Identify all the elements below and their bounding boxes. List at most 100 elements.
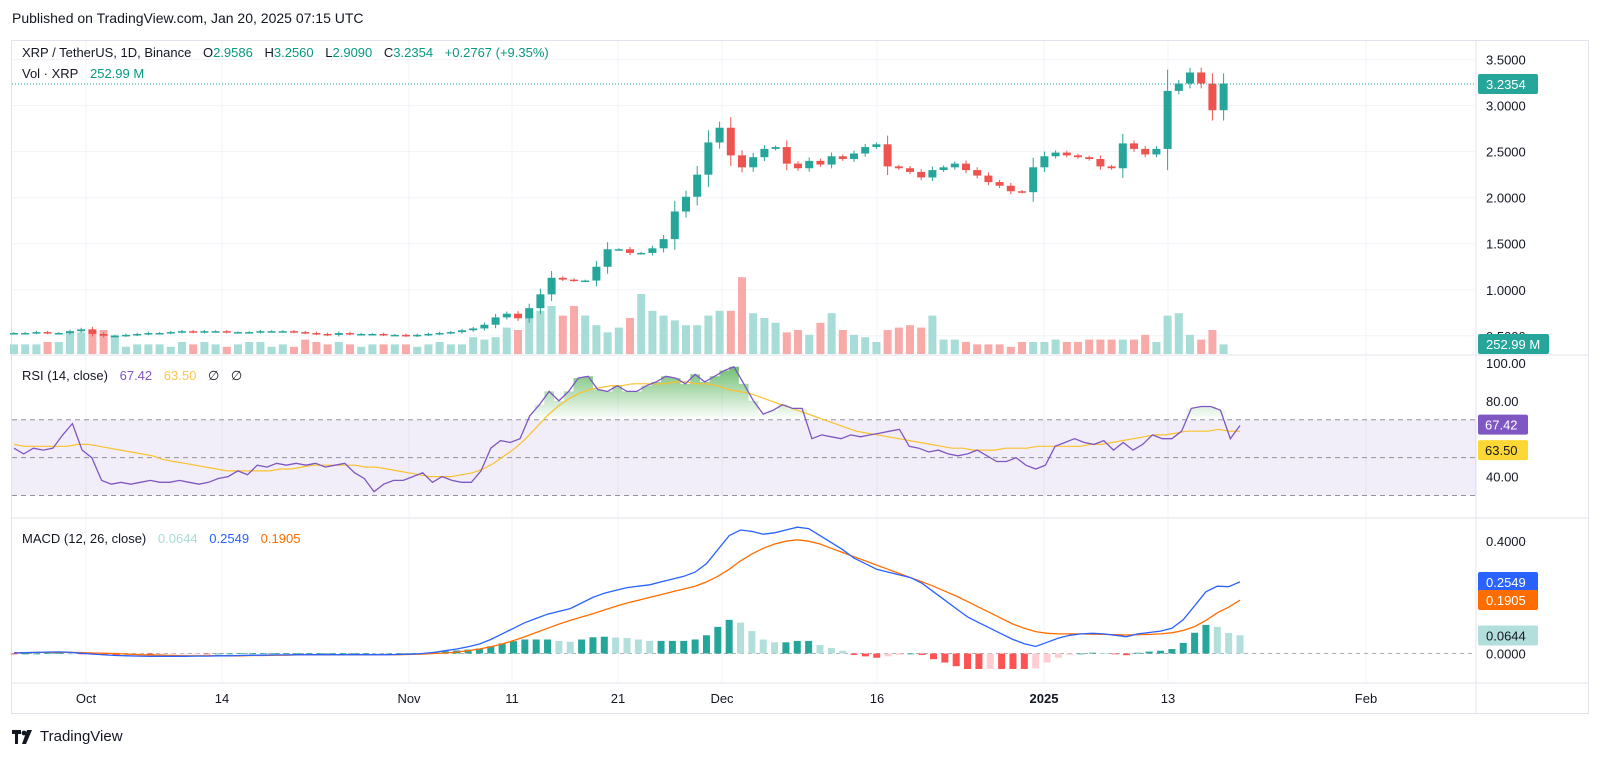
macd-histogram-bar (1134, 652, 1142, 654)
volume-bar (1186, 334, 1194, 354)
candle-body (178, 331, 186, 333)
volume-bar (290, 346, 298, 354)
candle-body (1130, 143, 1138, 149)
macd-histogram-bar (691, 639, 699, 654)
volume-bar (1096, 339, 1105, 354)
candle-body (771, 147, 780, 149)
macd-histogram-bar (112, 653, 120, 656)
candle-body (1219, 83, 1228, 111)
macd-legend: MACD (12, 26, close) 0.0644 0.2549 0.190… (22, 531, 303, 546)
macd-histogram-bar (294, 653, 302, 655)
volume-bar (1051, 339, 1060, 354)
candle-body (166, 332, 175, 334)
tradingview-logo[interactable]: TradingView (12, 728, 123, 745)
candle-body (1074, 155, 1082, 158)
price-pane[interactable] (10, 67, 1476, 354)
volume-bar (1018, 342, 1026, 354)
high-label: H (264, 45, 274, 60)
macd-histogram-bar (396, 653, 404, 655)
brand-name: TradingView (40, 728, 123, 745)
macd-histogram-bar (1043, 653, 1051, 663)
chart-frame[interactable] (11, 40, 1589, 714)
volume-bar (122, 346, 130, 354)
candle-body (43, 332, 52, 334)
macd-histogram-bar (21, 653, 29, 655)
candle-body (413, 334, 422, 337)
macd-histogram-bar (1225, 633, 1233, 654)
volume-bar (1118, 339, 1127, 354)
volume-value: 252.99 M (89, 66, 145, 81)
volume-bar (502, 327, 511, 354)
candle-body (726, 127, 735, 156)
volume-bar (984, 344, 993, 354)
volume-bar (1062, 342, 1071, 354)
macd-pane[interactable] (10, 526, 1477, 669)
macd-histogram-bar (532, 639, 540, 654)
volume-bar (155, 344, 164, 354)
candle-body (917, 171, 926, 178)
macd-histogram-bar (566, 641, 574, 654)
macd-histogram-bar (33, 653, 41, 655)
candle-body (1118, 143, 1127, 169)
macd-tick-label: 0.4000 (1486, 534, 1526, 549)
volume-bar (950, 339, 959, 354)
x-tick-label: 16 (870, 691, 884, 706)
volume-bar (10, 344, 18, 354)
macd-histogram-bar (328, 653, 336, 655)
candle-body (547, 277, 556, 295)
candle-body (816, 160, 825, 165)
volume-bar (603, 332, 612, 354)
volume-bar (536, 310, 545, 354)
macd-histogram-bar (1202, 624, 1210, 654)
volume-bar (278, 344, 287, 354)
volume-bar (390, 344, 399, 354)
macd-histogram-bar (827, 647, 835, 654)
volume-bar (166, 346, 175, 354)
candle-body (570, 279, 578, 282)
candle-body (738, 155, 746, 168)
candle-body (1141, 148, 1150, 155)
volume-bar (682, 325, 690, 354)
low-value: 2.9090 (332, 45, 373, 60)
candle-body (245, 332, 254, 334)
macd-histogram-bar (180, 653, 188, 655)
macd-histogram-bar (1168, 649, 1176, 654)
macd-histogram-bar (668, 640, 676, 654)
rsi-pane[interactable] (12, 365, 1476, 497)
volume-bar (704, 315, 713, 354)
candle-body (626, 249, 634, 253)
volume-bar (917, 327, 926, 354)
macd-histogram-bar (44, 653, 52, 655)
volume-bar (66, 332, 74, 354)
macd-histogram-bar (158, 653, 166, 655)
macd-histogram-bar (782, 642, 790, 654)
candle-body (514, 313, 522, 319)
candle-body (1051, 152, 1060, 157)
volume-bar (995, 344, 1004, 354)
volume-bar (614, 327, 623, 354)
volume-bar (827, 313, 836, 354)
volume-bar (1163, 315, 1172, 354)
volume-bar (200, 342, 209, 354)
volume-bar (256, 342, 265, 354)
macd-histogram-bar (986, 653, 994, 669)
candle-body (390, 334, 399, 337)
macd-histogram-bar (680, 640, 688, 654)
rsi-tick-label: 100.00 (1486, 356, 1526, 371)
macd-histogram-bar (634, 639, 642, 654)
macd-histogram-bar (771, 642, 779, 654)
macd-histogram-bar (192, 653, 200, 655)
candle-body (10, 333, 18, 335)
candle-body (872, 144, 881, 148)
macd-histogram-bar (657, 640, 665, 654)
volume-bar (637, 294, 646, 354)
rsi-line (13, 365, 1241, 493)
macd-histogram-bar (1213, 626, 1221, 654)
macd-histogram-bar (861, 653, 869, 657)
candle-body (301, 332, 310, 334)
macd-histogram-bar (1032, 653, 1040, 669)
volume-bar (670, 320, 679, 354)
x-tick-label: 11 (505, 691, 519, 706)
candle-body (962, 163, 970, 171)
